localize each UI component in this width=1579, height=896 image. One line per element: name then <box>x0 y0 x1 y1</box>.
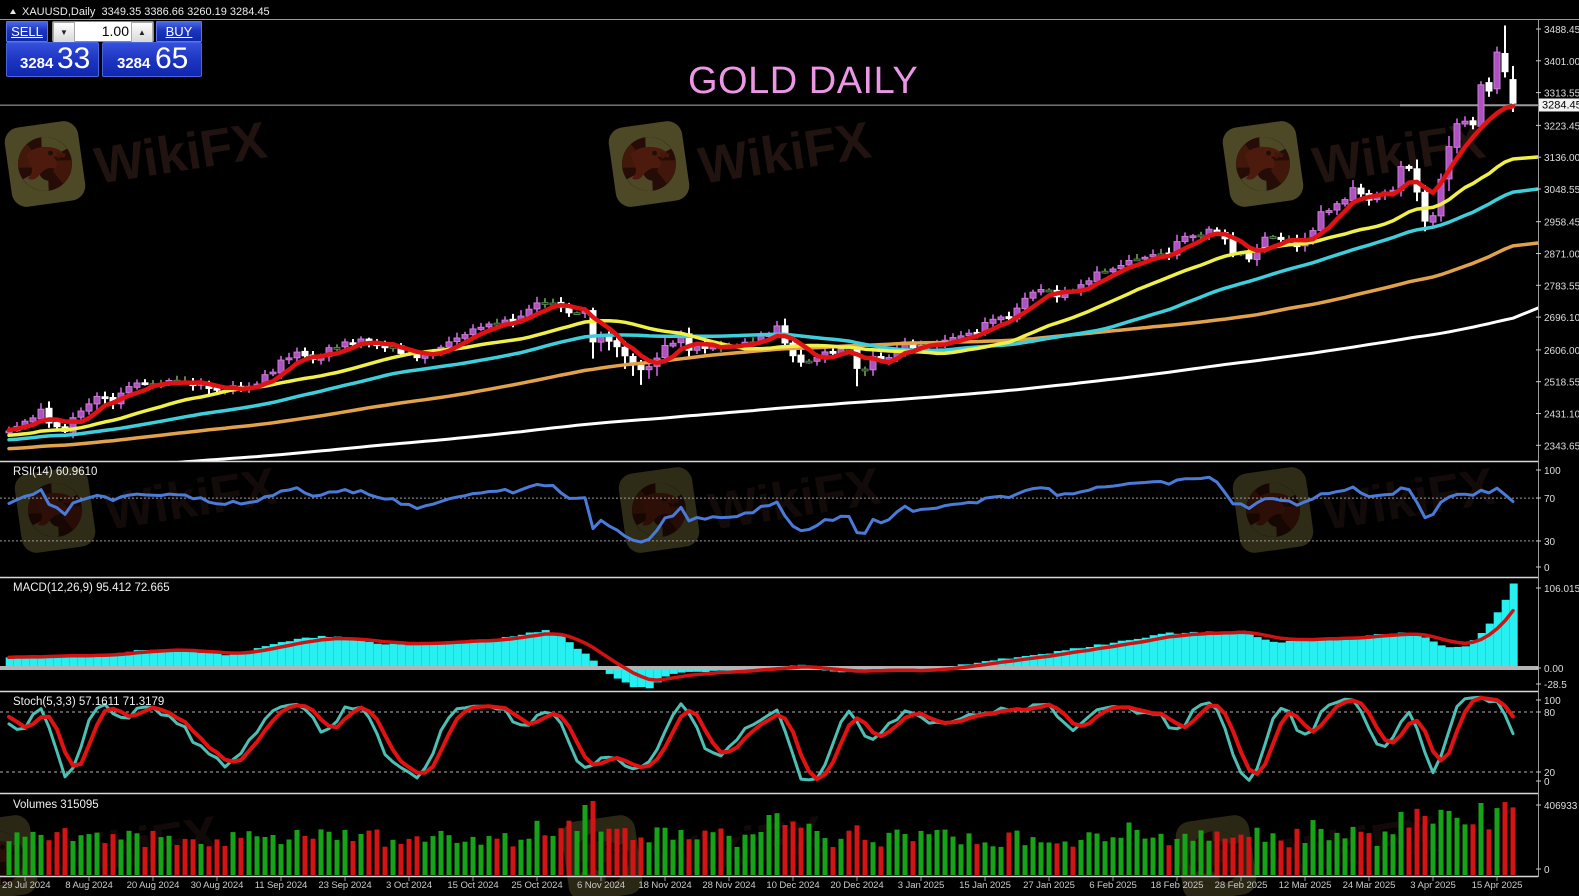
svg-text:XAUUSD,Daily 3349.35 3386.66: XAUUSD,Daily 3349.35 3386.66 3260.19 328… <box>22 6 270 18</box>
svg-text:3488.45: 3488.45 <box>1544 25 1579 36</box>
svg-text:0: 0 <box>1544 777 1550 788</box>
svg-text:-28.5: -28.5 <box>1544 680 1567 691</box>
svg-text:28 Feb 2025: 28 Feb 2025 <box>1215 880 1268 891</box>
svg-text:2783.55: 2783.55 <box>1544 281 1579 292</box>
svg-text:RSI(14) 60.9610: RSI(14) 60.9610 <box>13 466 97 478</box>
svg-text:2958.45: 2958.45 <box>1544 218 1579 229</box>
svg-text:3401.00: 3401.00 <box>1544 57 1579 68</box>
svg-text:3284.45: 3284.45 <box>1542 100 1579 112</box>
svg-text:20 Aug 2024: 20 Aug 2024 <box>127 880 181 891</box>
svg-text:20 Dec 2024: 20 Dec 2024 <box>830 880 884 891</box>
svg-text:18 Nov 2024: 18 Nov 2024 <box>638 880 692 891</box>
svg-text:15 Oct 2024: 15 Oct 2024 <box>447 880 499 891</box>
svg-text:6 Nov 2024: 6 Nov 2024 <box>577 880 626 891</box>
svg-text:MACD(12,26,9) 95.412 72.665: MACD(12,26,9) 95.412 72.665 <box>13 582 170 594</box>
svg-text:3136.00: 3136.00 <box>1544 153 1579 164</box>
svg-text:2696.10: 2696.10 <box>1544 313 1579 324</box>
svg-text:28 Nov 2024: 28 Nov 2024 <box>702 880 756 891</box>
svg-text:0.00: 0.00 <box>1544 664 1564 675</box>
svg-text:2518.55: 2518.55 <box>1544 378 1579 389</box>
svg-text:18 Feb 2025: 18 Feb 2025 <box>1151 880 1204 891</box>
svg-text:27 Jan 2025: 27 Jan 2025 <box>1023 880 1075 891</box>
svg-text:3223.45: 3223.45 <box>1544 121 1579 132</box>
svg-text:2871.00: 2871.00 <box>1544 250 1579 261</box>
svg-text:0: 0 <box>1544 563 1550 574</box>
svg-text:2431.10: 2431.10 <box>1544 410 1579 421</box>
svg-text:2343.65: 2343.65 <box>1544 441 1579 452</box>
svg-text:3 Oct 2024: 3 Oct 2024 <box>386 880 433 891</box>
svg-text:15 Jan 2025: 15 Jan 2025 <box>959 880 1011 891</box>
svg-text:29 Jul 2024: 29 Jul 2024 <box>2 880 51 891</box>
svg-text:11 Sep 2024: 11 Sep 2024 <box>255 880 308 891</box>
svg-text:406933: 406933 <box>1544 801 1578 812</box>
svg-text:20: 20 <box>1544 768 1556 779</box>
svg-text:24 Mar 2025: 24 Mar 2025 <box>1343 880 1396 891</box>
svg-text:3048.55: 3048.55 <box>1544 185 1579 196</box>
svg-text:70: 70 <box>1544 494 1556 505</box>
svg-text:8 Aug 2024: 8 Aug 2024 <box>65 880 113 891</box>
svg-text:23 Sep 2024: 23 Sep 2024 <box>318 880 372 891</box>
svg-text:2606.00: 2606.00 <box>1544 346 1579 357</box>
svg-text:12 Mar 2025: 12 Mar 2025 <box>1279 880 1332 891</box>
svg-text:30 Aug 2024: 30 Aug 2024 <box>191 880 245 891</box>
svg-text:80: 80 <box>1544 708 1556 719</box>
svg-text:106.015: 106.015 <box>1544 584 1579 595</box>
svg-text:3 Apr 2025: 3 Apr 2025 <box>1410 880 1455 891</box>
svg-text:3 Jan 2025: 3 Jan 2025 <box>898 880 944 891</box>
svg-text:25 Oct 2024: 25 Oct 2024 <box>511 880 563 891</box>
svg-text:10 Dec 2024: 10 Dec 2024 <box>766 880 820 891</box>
svg-text:6 Feb 2025: 6 Feb 2025 <box>1089 880 1137 891</box>
svg-text:15 Apr 2025: 15 Apr 2025 <box>1472 880 1523 891</box>
svg-text:100: 100 <box>1544 466 1561 477</box>
svg-text:0: 0 <box>1544 865 1550 876</box>
svg-text:Volumes 315095: Volumes 315095 <box>13 799 99 811</box>
svg-text:Stoch(5,3,3) 57.1611 71.3179: Stoch(5,3,3) 57.1611 71.3179 <box>13 696 164 708</box>
svg-text:100: 100 <box>1544 696 1561 707</box>
svg-text:3313.55: 3313.55 <box>1544 89 1579 100</box>
svg-text:30: 30 <box>1544 537 1556 548</box>
